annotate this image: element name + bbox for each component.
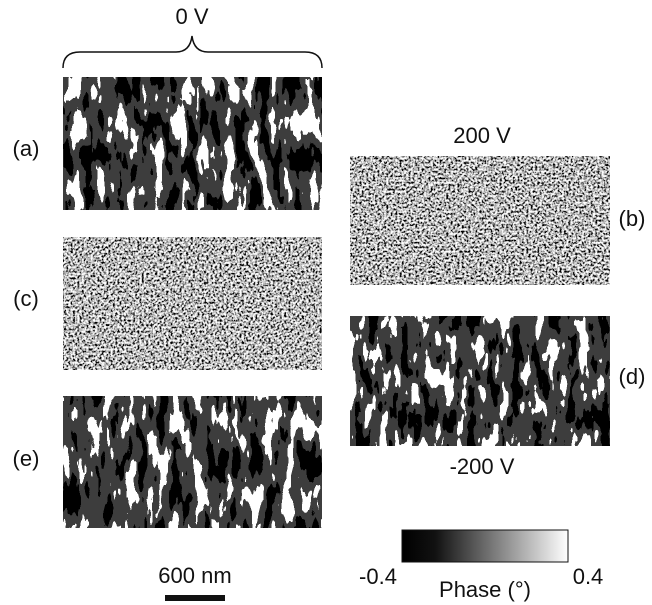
panel-label: (c) <box>13 286 39 311</box>
colorbar <box>401 529 569 563</box>
panel-label: (a) <box>13 136 40 161</box>
panel-label: (b) <box>619 206 646 231</box>
panel-image <box>350 316 610 446</box>
brace <box>62 35 323 69</box>
panel-image <box>63 237 322 370</box>
scale-bar-label: 600 nm <box>158 563 231 588</box>
colorbar-min: -0.4 <box>359 564 397 589</box>
scale-bar <box>165 595 225 601</box>
colorbar-max: 0.4 <box>573 564 604 589</box>
colorbar-label: Phase (°) <box>439 577 531 602</box>
panel-label: (e) <box>13 446 40 471</box>
panel-label: (d) <box>619 364 646 389</box>
header-label: 0 V <box>175 4 208 29</box>
voltage-label: -200 V <box>450 454 515 479</box>
voltage-label: 200 V <box>453 123 511 148</box>
panel-image <box>63 77 322 210</box>
panel-image <box>350 156 610 285</box>
panel-image <box>63 396 322 528</box>
